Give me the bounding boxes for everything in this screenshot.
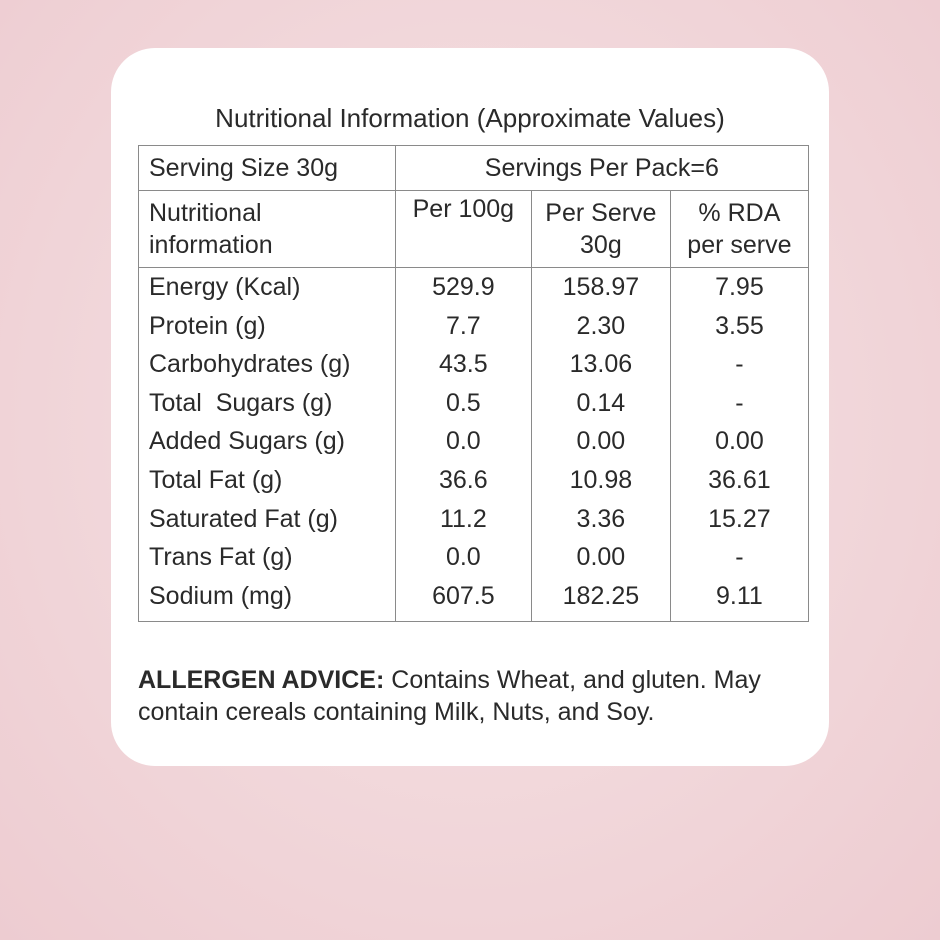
nutrient-name: Energy (Kcal) [149, 273, 301, 301]
header-per-serve-line: 30g [580, 231, 622, 259]
nutrient-name-column: Energy (Kcal) Protein (g) Carbohydrates (g… [138, 266, 396, 623]
per-serve-value: 3.36 [576, 504, 626, 533]
nutrient-name: Carbohydrates (g) [149, 350, 351, 379]
nutrient-name: Added Sugars (g) [149, 427, 345, 456]
per100-value: 607.5 [432, 581, 495, 610]
per-serve-value: 10.98 [569, 465, 633, 494]
per-serve-value: 13.06 [569, 350, 633, 379]
rda-value: - [735, 388, 744, 417]
per-serve-value: 2.30 [576, 311, 626, 340]
nutrient-body: Energy (Kcal) Protein (g) Carbohydrates (g… [138, 266, 810, 623]
nutrient-name: Trans Fat (g) [149, 543, 293, 572]
rda-value: 9.11 [716, 581, 763, 610]
per100-value: 43.5 [439, 350, 488, 379]
header-per-serve-line: Per Serve [545, 199, 657, 227]
rda-value: 0.00 [715, 427, 764, 456]
header-nutrient-line: Nutritional [149, 199, 262, 227]
header-per100-line: Per 100g [412, 195, 515, 223]
header-per100: Per 100g [394, 190, 532, 268]
rda-value: 7.95 [715, 273, 764, 301]
per-serve-column: 158.97 2.30 13.06 0.14 0.00 10.98 3.36 0.00 182.… [530, 266, 671, 623]
nutrition-title: Nutritional Information (Approximate Val… [215, 103, 725, 133]
allergen-advice: ALLERGEN ADVICE: Contains Wheat, and glu… [138, 664, 798, 728]
per100-value: 0.0 [445, 427, 481, 456]
per100-value: 529.9 [432, 273, 495, 301]
nutrient-name: Total Fat (g) [149, 465, 283, 494]
allergen-label: ALLERGEN ADVICE: [138, 666, 385, 694]
header-nutrient-line: information [149, 231, 273, 259]
header-rda-line: % RDA [698, 199, 781, 227]
serving-size: Serving Size 30g [138, 145, 396, 191]
per-serve-value: 182.25 [562, 581, 640, 610]
per100-value: 7.7 [445, 311, 481, 340]
nutrient-name: Sodium (mg) [149, 581, 293, 610]
per100-value: 36.6 [439, 465, 488, 494]
rda-value: - [735, 543, 744, 572]
rda-value: - [735, 350, 744, 379]
per-serve-value: 158.97 [562, 273, 640, 301]
rda-column: 7.95 3.55 - - 0.00 36.61 15.27 - 9.11 [669, 266, 810, 623]
servings-per-pack: Servings Per Pack=6 [394, 145, 810, 191]
nutrition-table: Serving Size 30g Servings Per Pack=6 Nut… [138, 145, 810, 623]
per-serve-value: 0.14 [576, 388, 626, 417]
per-serve-value: 0.00 [576, 427, 626, 456]
header-rda: % RDA per serve [669, 190, 810, 268]
rda-value: 3.55 [715, 311, 764, 340]
rda-value: 15.27 [708, 504, 771, 533]
nutrient-name: Protein (g) [149, 311, 266, 340]
serving-row: Serving Size 30g Servings Per Pack=6 [138, 145, 810, 191]
nutrient-name: Total Sugars (g) [149, 388, 333, 417]
per100-value: 11.2 [439, 504, 487, 533]
header-row: Nutritional information Per 100g Per Ser… [138, 190, 810, 268]
rda-value: 36.61 [708, 465, 771, 494]
per-serve-value: 0.00 [576, 543, 626, 572]
header-per-serve: Per Serve 30g [530, 190, 671, 268]
header-rda-line: per serve [687, 231, 792, 259]
header-nutrient: Nutritional information [138, 190, 396, 268]
nutrient-name: Saturated Fat (g) [149, 504, 338, 533]
allergen-text: Contains Wheat, and gluten. May contain … [138, 666, 761, 726]
per100-column: 529.9 7.7 43.5 0.5 0.0 36.6 11.2 0.0 607.5 [394, 266, 532, 623]
per100-value: 0.0 [445, 543, 481, 572]
per100-value: 0.5 [445, 388, 481, 417]
